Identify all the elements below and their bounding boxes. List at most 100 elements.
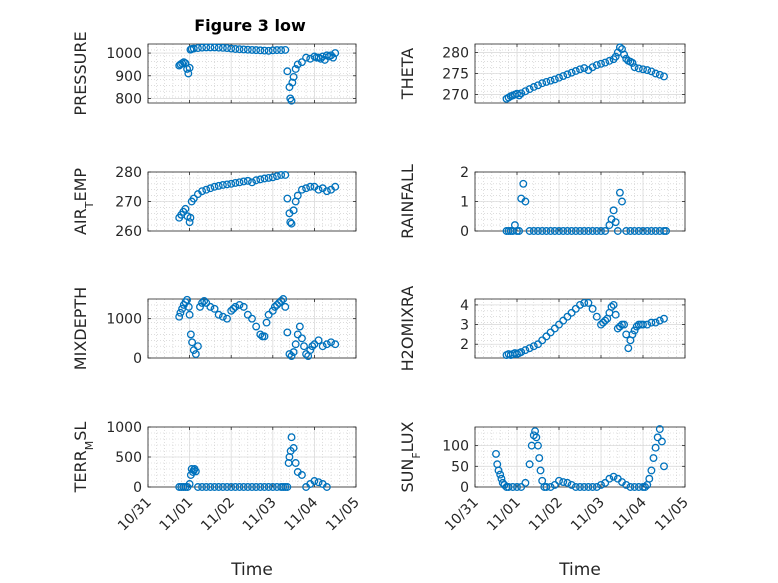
data-point — [206, 184, 215, 193]
data-point — [559, 478, 568, 486]
data-point — [308, 342, 317, 351]
data-point — [188, 338, 197, 347]
data-point — [571, 304, 580, 313]
data-point — [227, 44, 236, 53]
data-point — [521, 346, 530, 355]
data-point — [288, 78, 297, 87]
x-tick-label: 11/01 — [157, 495, 197, 535]
data-point — [546, 76, 555, 85]
y-tick-label: 1000 — [106, 312, 142, 328]
data-point — [525, 460, 534, 469]
x-tick-label: 11/04 — [281, 494, 321, 534]
data-point — [639, 65, 647, 74]
data-point — [322, 340, 331, 349]
data-point — [229, 304, 238, 313]
data-point — [580, 64, 589, 72]
data-point — [310, 340, 319, 349]
data-point — [655, 70, 664, 79]
data-point — [260, 332, 269, 341]
data-point — [283, 483, 292, 491]
data-point — [534, 340, 542, 349]
subplot-mixdepth: 0 1000 MIXDEPTH — [71, 287, 357, 370]
data-point — [550, 480, 559, 489]
data-point — [189, 346, 198, 355]
data-point — [497, 474, 506, 483]
data-point — [538, 79, 547, 88]
data-point — [289, 72, 298, 81]
data-point — [260, 174, 269, 183]
data-point — [660, 314, 668, 323]
data-point — [555, 476, 563, 485]
y-tick-label: 270 — [115, 195, 142, 211]
data-point — [567, 227, 576, 235]
data-point — [496, 470, 505, 479]
x-axis-label: Time — [558, 560, 601, 580]
subplot-rainfall: 0 1 2 RAINFALL — [398, 164, 686, 240]
data-point — [198, 43, 207, 52]
data-point — [517, 483, 526, 491]
data-point — [592, 61, 601, 70]
data-point — [198, 483, 207, 491]
y-axis-label: AIRTEMP — [71, 168, 96, 235]
data-point — [286, 218, 295, 227]
data-point — [529, 227, 538, 235]
data-point — [546, 328, 555, 337]
x-tick-label: 11/05 — [323, 495, 363, 535]
data-point — [538, 227, 547, 235]
data-point — [647, 318, 656, 327]
subplot-sun-flux: 0 50 100 10/31 11/01 11/02 11/03 11/04 11/05 Time… — [398, 421, 692, 580]
data-point — [252, 46, 261, 55]
data-point — [626, 227, 635, 235]
data-point — [185, 218, 194, 227]
data-point — [492, 449, 500, 458]
data-point — [613, 227, 622, 235]
data-point — [198, 187, 207, 196]
data-point — [521, 197, 530, 206]
data-point — [281, 302, 290, 311]
data-point — [235, 300, 244, 309]
data-point — [300, 342, 308, 351]
data-point — [283, 328, 292, 337]
tick-marks — [147, 171, 357, 232]
y-tick-label: 100 — [442, 439, 469, 455]
data-point — [607, 302, 616, 311]
data-point — [657, 437, 666, 446]
data-point — [601, 227, 610, 235]
data-point — [302, 184, 311, 193]
y-axis-label: H2OMIXRA — [398, 286, 417, 372]
data-point — [555, 73, 563, 82]
data-point — [178, 59, 187, 68]
x-tick-label: 11/04 — [610, 494, 650, 534]
data-point — [592, 483, 601, 491]
data-point — [185, 63, 194, 72]
y-tick-label: 800 — [115, 91, 142, 107]
data-point — [615, 322, 624, 331]
data-point — [297, 185, 306, 194]
data-point — [264, 483, 273, 491]
data-point — [567, 68, 576, 77]
data-point — [559, 316, 568, 325]
data-point — [273, 172, 281, 181]
data-point — [198, 298, 207, 307]
data-point — [231, 483, 240, 491]
data-point — [584, 227, 593, 235]
data-point — [184, 69, 193, 78]
data-point — [200, 297, 209, 305]
data-point — [534, 441, 542, 450]
y-tick-label: 280 — [115, 165, 142, 181]
data-point — [176, 308, 185, 317]
y-tick-label: 3 — [460, 318, 469, 334]
data-point — [252, 322, 261, 331]
data-point — [214, 310, 223, 319]
data-point — [283, 194, 292, 203]
data-point — [651, 69, 660, 78]
data-point — [597, 480, 605, 489]
data-point — [643, 320, 652, 329]
data-point — [542, 483, 551, 491]
data-point — [521, 87, 530, 96]
data-point — [542, 332, 551, 341]
data-point — [293, 60, 302, 69]
data-point — [248, 314, 256, 323]
data-point — [206, 43, 215, 52]
data-point — [651, 227, 660, 235]
